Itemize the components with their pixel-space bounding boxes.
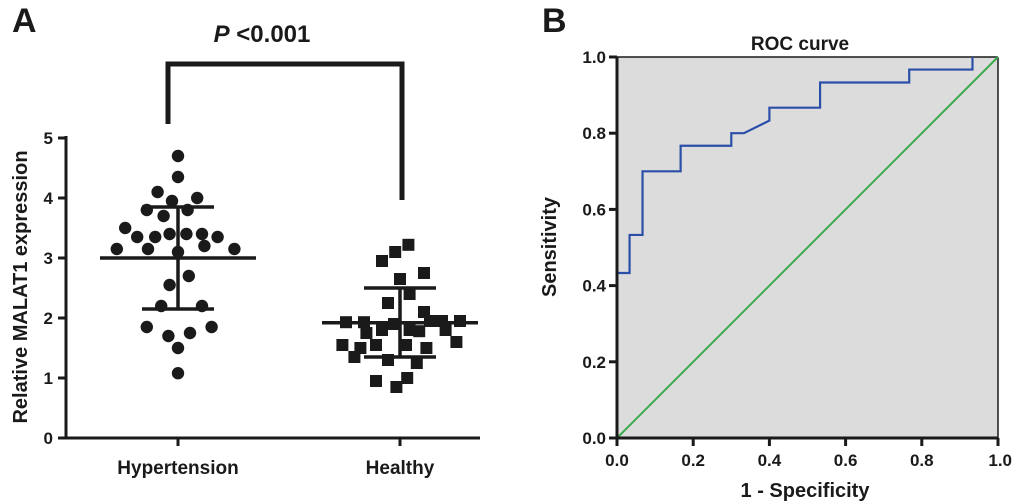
- healthy-point: [401, 372, 414, 384]
- hypertension-point: [171, 170, 185, 184]
- hypertension-point: [191, 191, 204, 205]
- healthy-point: [376, 324, 388, 336]
- panel-a-y-tick-label: 2: [44, 309, 53, 328]
- hypertension-point: [141, 242, 155, 256]
- healthy-point: [376, 255, 388, 267]
- category-label-hypertension: Hypertension: [117, 458, 238, 479]
- hypertension-point: [171, 367, 185, 380]
- roc-x-tick-label: 0.2: [681, 451, 705, 470]
- healthy-point: [403, 288, 416, 300]
- hypertension-point: [198, 239, 211, 253]
- healthy-point: [413, 325, 426, 338]
- hypertension-point: [149, 230, 162, 244]
- hypertension-point: [211, 230, 224, 244]
- healthy-point: [402, 238, 415, 251]
- hypertension-point: [162, 329, 175, 343]
- hypertension-point: [110, 242, 124, 256]
- panel-a-letter: A: [12, 2, 37, 40]
- roc-x-tick-label: 0.6: [834, 451, 858, 470]
- healthy-point: [382, 297, 394, 309]
- hypertension-point: [165, 194, 179, 208]
- roc-y-tick-label: 1.0: [582, 48, 606, 67]
- healthy-point: [370, 375, 382, 387]
- healthy-point: [370, 339, 382, 351]
- roc-y-axis-label: Sensitivity: [539, 196, 561, 297]
- panel-a-y-tick-label: 0: [44, 429, 53, 448]
- hypertension-point: [151, 185, 164, 199]
- healthy-point: [439, 324, 452, 336]
- panel-a: A 0 1 2 3 4 5 Hypertension Healthy Relative M…: [10, 2, 480, 479]
- roc-x-tick-label: 0.8: [910, 451, 934, 470]
- panel-b: B 0.00.20.40.60.81.0 0.0 0.2 0.4 0.6 0.8 1.0 …: [539, 2, 1012, 502]
- category-label-healthy: Healthy: [366, 458, 435, 479]
- hypertension-point: [180, 227, 193, 241]
- roc-x-axis-label: 1 - Specificity: [741, 480, 871, 502]
- healthy-point: [336, 339, 349, 351]
- significance-bracket: [165, 61, 405, 200]
- hypertension-point: [183, 326, 197, 340]
- reference-diagonal-line: [616, 56, 999, 439]
- hypertension-point: [171, 341, 185, 355]
- hypertension-point: [163, 278, 176, 292]
- p-value-annotation: P <0.001: [214, 21, 311, 48]
- roc-x-ticks: 0.0 0.2 0.4 0.6 0.8 1.0: [605, 438, 1012, 470]
- panel-a-y-tick-label: 4: [44, 189, 54, 208]
- roc-y-ticks: 0.0 0.2 0.4 0.6 0.8 1.0: [582, 48, 617, 448]
- roc-y-tick-label: 0.0: [582, 429, 606, 448]
- panel-b-letter: B: [542, 2, 567, 40]
- roc-y-tick-label: 0.2: [582, 353, 606, 372]
- roc-curve-line: [615, 57, 974, 438]
- healthy-point: [360, 327, 373, 339]
- hypertension-point: [182, 269, 195, 283]
- hypertension-point: [163, 227, 176, 241]
- panel-a-y-ticks: 0 1 2 3 4 5: [44, 129, 66, 448]
- healthy-point: [410, 357, 423, 369]
- healthy-point: [400, 339, 412, 351]
- hypertension-point: [171, 149, 185, 163]
- healthy-point: [424, 315, 436, 327]
- hypertension-point: [228, 242, 241, 256]
- roc-x-tick-label: 0.4: [758, 451, 782, 470]
- healthy-point: [389, 246, 402, 258]
- hypertension-point: [205, 320, 218, 334]
- healthy-point: [403, 324, 416, 336]
- roc-title: ROC curve: [751, 34, 849, 55]
- panel-a-y-tick-label: 5: [44, 129, 53, 148]
- hypertension-point: [119, 221, 132, 235]
- healthy-point: [418, 267, 430, 279]
- p-value-text: <0.001: [230, 21, 311, 48]
- roc-x-tick-label: 1.0: [988, 451, 1012, 470]
- hypertension-point: [131, 230, 144, 244]
- panel-a-y-tick-label: 1: [44, 369, 53, 388]
- roc-y-tick-label: 0.8: [582, 124, 606, 143]
- hypertension-point: [195, 227, 209, 241]
- hypertension-point: [140, 320, 153, 334]
- healthy-point: [420, 342, 433, 354]
- healthy-point: [348, 351, 361, 363]
- healthy-point: [394, 273, 406, 285]
- panel-a-error-bars: [100, 205, 478, 359]
- roc-y-tick-label: 0.6: [582, 200, 606, 219]
- hypertension-point: [157, 209, 170, 223]
- roc-y-tick-label: 0.4: [582, 277, 606, 296]
- panel-a-y-tick-label: 3: [44, 249, 53, 268]
- healthy-point: [454, 315, 466, 327]
- healthy-point: [390, 381, 403, 393]
- healthy-point: [450, 336, 463, 348]
- p-value-italic: P: [214, 21, 231, 48]
- panel-a-y-axis-label: Relative MALAT1 expression: [10, 150, 32, 423]
- roc-x-tick-label: 0.0: [605, 451, 629, 470]
